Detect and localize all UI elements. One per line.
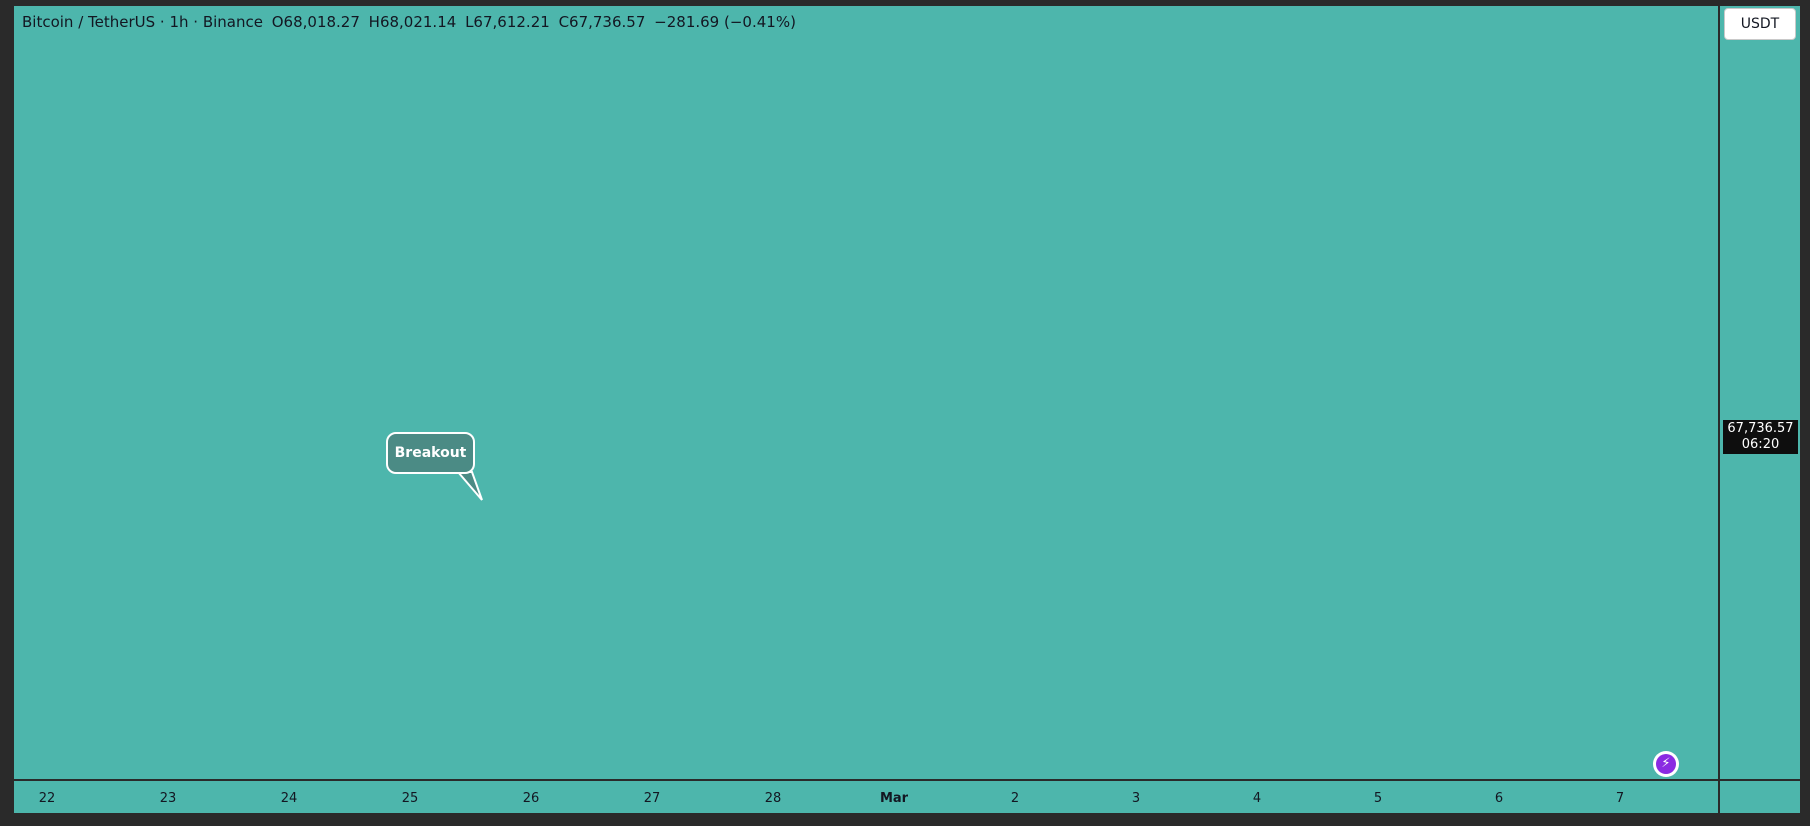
plot-area[interactable] bbox=[14, 6, 1718, 779]
time-tick-label: 6 bbox=[1495, 791, 1503, 806]
time-tick-label: 27 bbox=[644, 791, 661, 806]
time-tick-label: 3 bbox=[1132, 791, 1140, 806]
bar-countdown: 06:20 bbox=[1741, 437, 1780, 452]
time-tick-label: 23 bbox=[160, 791, 177, 806]
time-scale-panel[interactable] bbox=[14, 781, 1718, 813]
time-tick-label: 2 bbox=[1011, 791, 1019, 806]
current-price-value: 67,736.57 bbox=[1727, 421, 1794, 436]
ohlc-high: H68,021.14 bbox=[368, 13, 457, 31]
time-tick-label: 25 bbox=[402, 791, 419, 806]
ohlc-change: −281.69 (−0.41%) bbox=[654, 13, 796, 31]
corner-panel bbox=[1720, 781, 1800, 813]
time-tick-label: 7 bbox=[1616, 791, 1624, 806]
lightning-bolt-glyph: ⚡ bbox=[1656, 754, 1676, 774]
time-tick-label: Mar bbox=[880, 791, 909, 806]
time-tick-label: 26 bbox=[523, 791, 540, 806]
time-tick-label: 5 bbox=[1374, 791, 1382, 806]
time-tick-label: 22 bbox=[39, 791, 56, 806]
ohlc-close: C67,736.57 bbox=[558, 13, 646, 31]
lightning-bolt-icon[interactable]: ⚡ bbox=[1653, 751, 1679, 777]
price-scale-panel[interactable] bbox=[1720, 6, 1800, 779]
ohlc-low: L67,612.21 bbox=[465, 13, 550, 31]
current-price-tag: 67,736.57 06:20 bbox=[1723, 420, 1798, 454]
time-tick-label: 24 bbox=[281, 791, 298, 806]
currency-button[interactable]: USDT bbox=[1724, 8, 1796, 40]
symbol-title[interactable]: Bitcoin / TetherUS · 1h · Binance bbox=[22, 13, 263, 31]
time-tick-label: 28 bbox=[765, 791, 782, 806]
time-tick-label: 4 bbox=[1253, 791, 1261, 806]
symbol-header: Bitcoin / TetherUS · 1h · Binance O68,01… bbox=[22, 13, 800, 31]
breakout-callout[interactable]: Breakout bbox=[386, 432, 475, 474]
ohlc-open: O68,018.27 bbox=[271, 13, 360, 31]
